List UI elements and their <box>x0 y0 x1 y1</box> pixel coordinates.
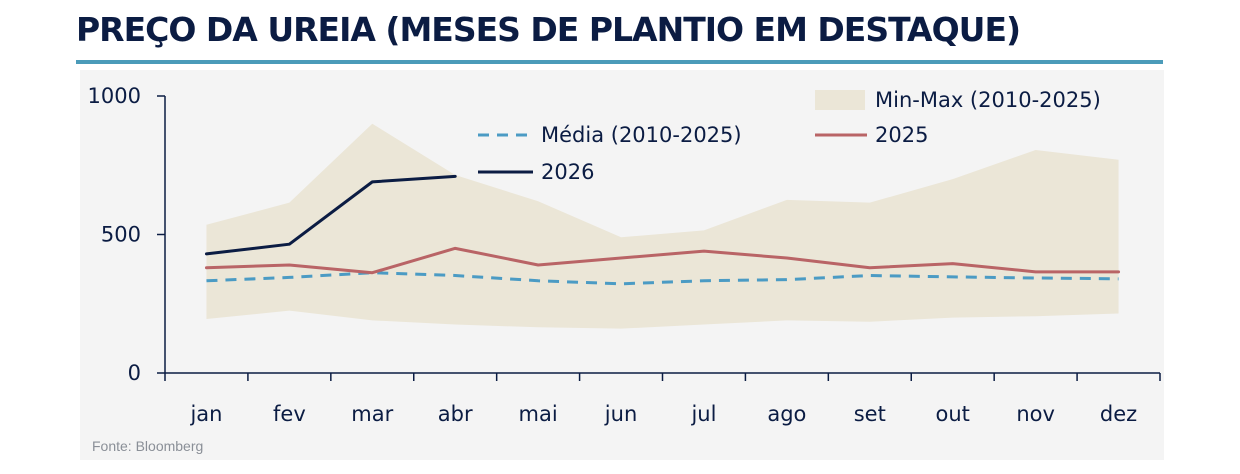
legend-swatch-min-max <box>815 90 865 110</box>
title-underline <box>76 60 1163 64</box>
y-tick-label: 0 <box>128 361 141 385</box>
chart-title: PREÇO DA UREIA (MESES DE PLANTIO EM DEST… <box>76 10 1021 49</box>
x-tick-label: jul <box>690 402 716 426</box>
x-tick-label: mai <box>519 402 558 426</box>
min-max-band <box>206 123 1119 329</box>
legend-label-min-max: Min-Max (2010-2025) <box>875 88 1101 112</box>
legend-label-3: 2026 <box>541 160 594 184</box>
x-tick-label: ago <box>767 402 806 426</box>
x-tick-label: abr <box>438 402 473 426</box>
y-tick-label: 500 <box>101 223 141 247</box>
y-tick-label: 1000 <box>88 84 141 108</box>
x-tick-label: fev <box>273 402 306 426</box>
series-line-2025 <box>204 246 1121 275</box>
source-note: Fonte: Bloomberg <box>92 438 204 454</box>
series-line-m-dia-2010-2025 <box>206 271 1119 286</box>
x-tick-label: nov <box>1016 402 1055 426</box>
x-tick-label: jan <box>189 402 222 426</box>
x-tick-label: jun <box>604 402 637 426</box>
series-line-2026 <box>204 174 457 256</box>
x-tick-label: mar <box>351 402 393 426</box>
x-tick-label: dez <box>1100 402 1137 426</box>
legend-label-1: Média (2010-2025) <box>541 123 742 147</box>
legend-label-2: 2025 <box>875 123 928 147</box>
x-tick-label: set <box>854 402 886 426</box>
x-tick-label: out <box>936 402 970 426</box>
